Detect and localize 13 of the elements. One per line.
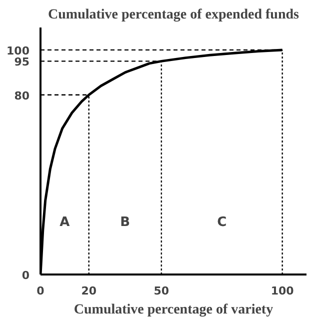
x-tick-label: 100 (270, 284, 294, 298)
x-tick-label: 20 (81, 284, 97, 298)
y-tick-label: 0 (22, 269, 30, 282)
y-tick-label: 80 (14, 89, 30, 102)
x-tick-label: 50 (154, 284, 170, 298)
annotation: A (60, 215, 70, 230)
y-axis-title: Cumulative percentage of expended funds (48, 8, 300, 22)
y-tick-label: 95 (14, 56, 30, 69)
annotation: B (120, 215, 130, 230)
annotation: C (217, 215, 227, 230)
x-tick-label: 0 (36, 284, 45, 298)
x-axis-title: Cumulative percentage of variety (74, 302, 274, 318)
y-tick-label: 100 (6, 44, 30, 58)
